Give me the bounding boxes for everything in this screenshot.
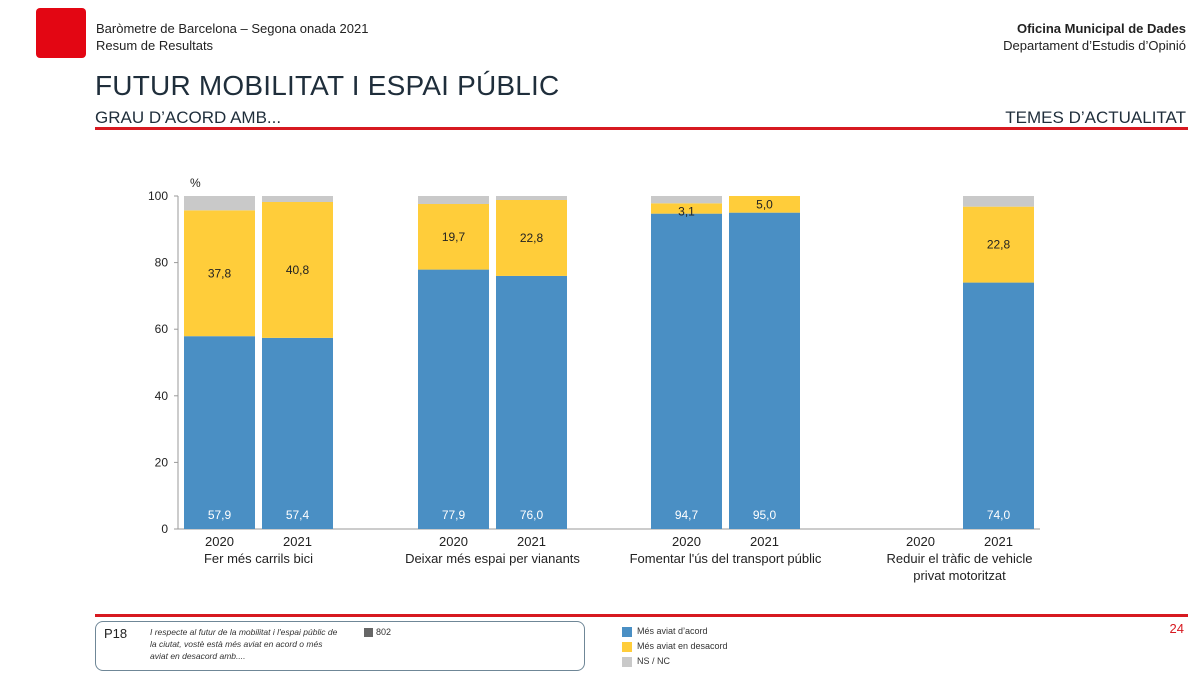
data-label-desacord: 22,8 (987, 238, 1011, 252)
question-text: I respecte al futur de la mobilitat i l'… (150, 627, 338, 661)
bar-segment-nsnc (262, 196, 333, 202)
legend-swatch-desacord (622, 641, 632, 652)
x-year-label: 2020 (906, 534, 935, 549)
x-year-label: 2021 (750, 534, 779, 549)
y-tick-label: 40 (155, 389, 169, 403)
bar-segment-acord (262, 337, 333, 529)
barometer-title: Baròmetre de Barcelona – Segona onada 20… (96, 21, 369, 36)
data-label-desacord: 37,8 (208, 266, 232, 280)
bar-segment-nsnc (418, 196, 489, 204)
y-tick-label: 0 (161, 522, 168, 536)
sample-size-value: 802 (376, 627, 392, 637)
bar-segment-nsnc (496, 196, 567, 200)
sample-size: 802 (364, 627, 392, 638)
y-axis-unit-label: % (190, 176, 201, 190)
bar-segment-acord (651, 213, 722, 530)
bar-segment-nsnc (963, 196, 1034, 207)
x-year-label: 2021 (517, 534, 546, 549)
data-label-acord: 74,0 (987, 508, 1011, 522)
page-title: FUTUR MOBILITAT I ESPAI PÚBLIC (95, 70, 560, 101)
y-tick-label: 20 (155, 455, 169, 469)
x-year-label: 2020 (439, 534, 468, 549)
x-year-label: 2020 (205, 534, 234, 549)
header-divider (95, 127, 1188, 130)
legend-label-acord: Més aviat d’acord (637, 626, 708, 636)
x-year-label: 2021 (984, 534, 1013, 549)
data-label-acord: 57,4 (286, 508, 310, 522)
bar-segment-desacord (184, 210, 255, 337)
data-label-acord: 95,0 (753, 508, 777, 522)
y-tick-label: 80 (155, 256, 169, 270)
bar-segment-desacord (262, 201, 333, 338)
x-category-label: privat motoritzat (913, 568, 1006, 583)
data-label-desacord: 3,1 (678, 204, 695, 218)
bar-segment-acord (963, 282, 1034, 529)
footer-divider (95, 614, 1188, 617)
bar-segment-desacord (418, 203, 489, 270)
legend-label-desacord: Més aviat en desacord (637, 641, 728, 651)
legend-swatch-nsnc (622, 656, 632, 667)
bar-segment-acord (496, 275, 567, 529)
bar-segment-desacord (651, 203, 722, 214)
x-year-label: 2020 (672, 534, 701, 549)
section-label: TEMES D’ACTUALITAT (1005, 108, 1186, 127)
header-right: Oficina Municipal de Dades Departament d… (1003, 20, 1186, 54)
page-number: 24 (1169, 621, 1184, 636)
data-label-desacord: 5,0 (756, 197, 773, 211)
data-label-desacord: 22,8 (520, 231, 544, 245)
question-box: P18 I respecte al futur de la mobilitat … (95, 621, 585, 671)
person-icon (364, 628, 373, 638)
data-label-acord: 77,9 (442, 508, 466, 522)
bar-segment-desacord (496, 199, 567, 276)
department-name: Departament d’Estudis d’Opinió (1003, 38, 1186, 53)
question-code: P18 (104, 626, 128, 641)
legend-item-acord: Més aviat d’acord (622, 624, 728, 639)
x-category-label: Fer més carrils bici (204, 551, 313, 566)
legend-swatch-acord (622, 626, 632, 637)
header-left: Baròmetre de Barcelona – Segona onada 20… (96, 20, 368, 54)
bar-segment-desacord (963, 206, 1034, 283)
data-label-desacord: 40,8 (286, 263, 310, 277)
legend-label-nsnc: NS / NC (637, 656, 671, 666)
stacked-bar-chart: 0 20 40 60 80 100% 2020 57,9 37,8 2021 57,4 40,8 Fer… (148, 176, 1040, 583)
y-tick-label: 100 (148, 189, 168, 203)
data-label-desacord: 19,7 (442, 230, 466, 244)
office-name: Oficina Municipal de Dades (1016, 21, 1186, 36)
x-category-label: Deixar més espai per vianants (405, 551, 580, 566)
legend-item-nsnc: NS / NC (622, 654, 728, 669)
results-summary-label: Resum de Resultats (96, 38, 214, 53)
x-year-label: 2021 (283, 534, 312, 549)
x-category-label: Reduir el tràfic de vehicle (887, 551, 1033, 566)
chart-legend: Més aviat d’acord Més aviat en desacord … (622, 624, 728, 669)
bar-segment-desacord (729, 196, 800, 213)
y-tick-label: 60 (155, 322, 169, 336)
data-label-acord: 94,7 (675, 508, 699, 522)
x-category-label: Fomentar l'ús del transport públic (630, 551, 822, 566)
bar-segment-acord (729, 212, 800, 529)
bar-segment-nsnc (651, 196, 722, 204)
legend-item-desacord: Més aviat en desacord (622, 639, 728, 654)
bar-segment-acord (418, 269, 489, 529)
bar-segment-nsnc (184, 196, 255, 211)
bar-segment-acord (184, 336, 255, 529)
page-subtitle: GRAU D’ACORD AMB... (95, 108, 282, 127)
city-logo (36, 8, 86, 58)
data-label-acord: 76,0 (520, 508, 544, 522)
data-label-acord: 57,9 (208, 508, 232, 522)
